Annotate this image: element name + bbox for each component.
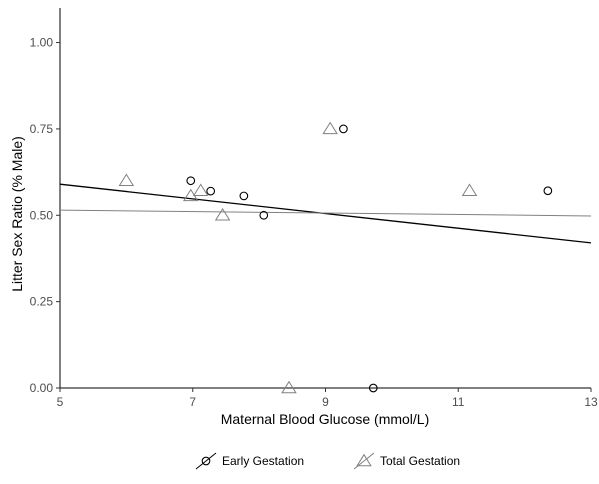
- total-gestation-point: [322, 121, 338, 135]
- x-tick-label: 9: [322, 395, 329, 409]
- early-gestation-point: [543, 186, 553, 196]
- early-gestation-point: [259, 210, 269, 220]
- total-gestation-point: [281, 380, 297, 394]
- data-points: [118, 121, 553, 394]
- x-tick-label: 5: [57, 395, 64, 409]
- y-tick-label: 0.50: [30, 208, 54, 222]
- legend-label: Total Gestation: [380, 454, 460, 468]
- early-gestation-point: [368, 383, 378, 393]
- legend-key-triangle: [356, 453, 372, 467]
- y-tick-label: 0.75: [30, 122, 54, 136]
- total-gestation-point: [461, 183, 478, 196]
- trendlines: [59, 183, 592, 244]
- x-tick-label: 11: [452, 395, 465, 409]
- legend-label: Early Gestation: [222, 454, 304, 468]
- x-tick-label: 7: [189, 395, 196, 409]
- early-gestation-point: [206, 186, 216, 196]
- x-tick-label: 13: [584, 395, 598, 409]
- y-axis-title: Litter Sex Ratio (% Male): [9, 136, 25, 292]
- total-gestation-point: [214, 208, 231, 221]
- x-axis-title: Maternal Blood Glucose (mmol/L): [221, 411, 430, 427]
- y-tick-label: 0.25: [30, 295, 54, 309]
- legend-key-circle: [201, 456, 211, 466]
- trendline-early-gestation: [59, 183, 592, 244]
- y-tick-label: 1.00: [30, 36, 54, 50]
- axes: 5 7 9 11 13 0.00 0.25 0.50 0.75 1.00: [30, 8, 598, 409]
- total-gestation-point: [118, 173, 135, 186]
- y-tick-label: 0.00: [30, 381, 54, 395]
- total-gestation-point: [192, 183, 209, 196]
- early-gestation-point: [186, 176, 196, 186]
- legend-key-line: [195, 452, 217, 470]
- early-gestation-point: [239, 191, 249, 201]
- early-gestation-point: [339, 124, 348, 134]
- legend-key-line: [353, 452, 375, 470]
- legend: Early Gestation Total Gestation: [195, 452, 460, 470]
- trendline-total-gestation: [59, 209, 592, 217]
